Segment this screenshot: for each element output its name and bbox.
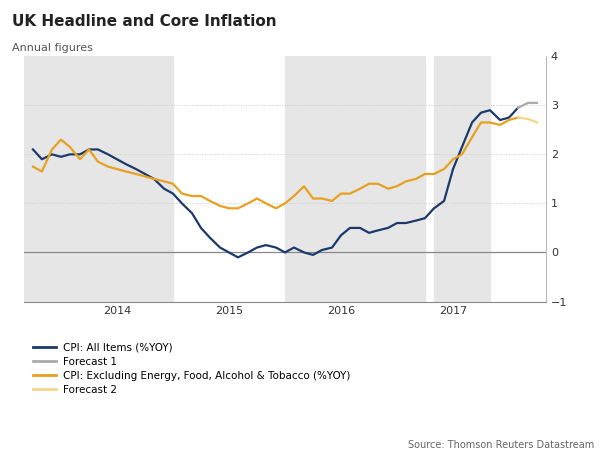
Bar bbox=[434, 56, 490, 302]
Text: Annual figures: Annual figures bbox=[12, 43, 93, 53]
Text: Source: Thomson Reuters Datastream: Source: Thomson Reuters Datastream bbox=[408, 440, 594, 450]
Legend: CPI: All Items (%YOY), Forecast 1, CPI: Excluding Energy, Food, Alcohol & Tobacc: CPI: All Items (%YOY), Forecast 1, CPI: … bbox=[29, 338, 354, 399]
Text: UK Headline and Core Inflation: UK Headline and Core Inflation bbox=[12, 14, 277, 28]
Bar bbox=[285, 56, 425, 302]
Bar bbox=[24, 56, 173, 302]
